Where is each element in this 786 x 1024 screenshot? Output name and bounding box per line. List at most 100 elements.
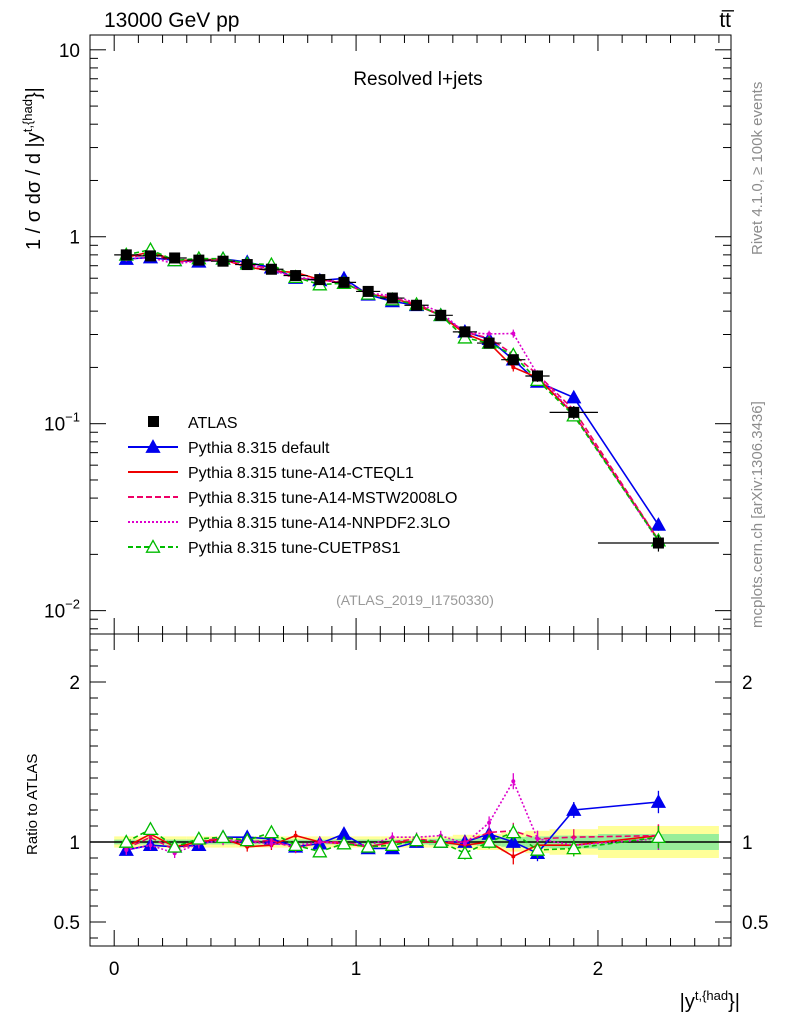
data-point xyxy=(338,276,350,288)
ratio-tick-label: 2 xyxy=(69,673,80,694)
data-point xyxy=(531,370,543,382)
x-axis-label-sup: t,{had xyxy=(695,988,728,1003)
data-point xyxy=(193,254,205,266)
ratio-series-marker xyxy=(312,843,328,858)
ratio-series-marker xyxy=(336,835,352,850)
y-axis-label-main: 1 / σ dσ / d |yt,{had}| xyxy=(20,87,45,250)
ratio-series-marker xyxy=(505,834,521,848)
ratio-series-marker xyxy=(239,832,255,847)
legend-label: Pythia 8.315 default xyxy=(188,440,330,457)
data-point xyxy=(120,249,132,261)
x-tick-label: 0 xyxy=(109,959,120,980)
ratio-series-marker xyxy=(360,838,376,853)
data-point xyxy=(265,263,277,275)
ratio-tick-label: 1 xyxy=(69,833,80,854)
y-tick-label: 10−1 xyxy=(44,410,80,436)
main-series-marker xyxy=(487,331,492,336)
data-point xyxy=(217,255,229,267)
ratio-tick-label-right: 1 xyxy=(742,833,753,854)
legend-marker xyxy=(145,439,161,453)
ratio-series-marker xyxy=(390,835,395,840)
ratio-series-marker xyxy=(481,834,497,848)
legend-marker xyxy=(145,539,161,553)
ratio-plot-area xyxy=(90,773,731,865)
ratio-series-marker xyxy=(384,837,400,852)
legend: ATLAS Pythia 8.315 default Pythia 8.315 tu… xyxy=(128,415,457,557)
y-tick-label-exp: −2 xyxy=(65,597,80,612)
y-tick-label-base: 10 xyxy=(59,41,80,62)
legend-label: Pythia 8.315 tune-A14-NNPDF2.3LO xyxy=(188,515,450,532)
main-series-marker xyxy=(511,365,516,370)
main-frame xyxy=(89,34,732,635)
x-axis-label: |yt,{had}| xyxy=(680,988,740,1013)
ratio-series-marker xyxy=(263,824,280,839)
ratio-series-marker xyxy=(215,829,231,844)
main-series-line xyxy=(126,252,660,541)
ratio-tick-label-right: 0.5 xyxy=(742,913,768,934)
ratio-panel: 0 1 2 0.5 0.5 1 1 2 2 Ratio to ATLAS |yt,{had}| xyxy=(24,618,768,1013)
data-point xyxy=(290,270,302,282)
ratio-series-marker xyxy=(505,824,521,839)
data-point xyxy=(483,337,495,349)
main-series-line xyxy=(126,248,660,542)
ratio-series-marker xyxy=(487,830,492,835)
ratio-tick-label-right: 2 xyxy=(742,673,753,694)
ratio-series-marker xyxy=(142,821,159,836)
y-tick-label-exp: −1 xyxy=(65,410,80,425)
legend-label: Pythia 8.315 tune-CUETP8S1 xyxy=(188,540,401,557)
main-series-marker xyxy=(511,331,516,336)
data-point xyxy=(241,259,253,271)
data-point xyxy=(568,406,580,418)
legend-entry: Pythia 8.315 default xyxy=(128,439,330,457)
data-point xyxy=(314,274,326,286)
ratio-series-marker xyxy=(191,830,207,845)
ratio-series-marker xyxy=(293,833,298,838)
ratio-series-marker xyxy=(650,829,667,844)
x-tick-label: 2 xyxy=(593,959,604,980)
data-point xyxy=(507,354,519,366)
ratio-series-marker xyxy=(148,835,153,840)
ratio-series-marker xyxy=(535,836,540,841)
legend-marker-data xyxy=(148,416,159,427)
ratio-series-marker xyxy=(269,841,274,846)
ratio-series-marker xyxy=(511,854,516,859)
ratio-axes: 0 1 2 0.5 0.5 1 1 2 2 xyxy=(54,618,768,980)
ratio-series-marker xyxy=(287,837,304,852)
legend-entry: Pythia 8.315 tune-A14-CTEQL1 xyxy=(128,465,414,482)
y-tick-label-base: 10 xyxy=(44,415,65,436)
ratio-tick-label: 0.5 xyxy=(54,913,80,934)
ratio-frame xyxy=(89,633,732,947)
ratio-series-marker xyxy=(118,834,134,848)
y-tick-label: 1 xyxy=(69,228,80,249)
y-axis-label-main-tail: }| xyxy=(23,87,45,99)
data-point xyxy=(386,292,398,304)
ratio-series-marker xyxy=(487,820,492,825)
y-axis-label-main-sup: t,{had xyxy=(20,99,35,132)
data-point xyxy=(144,250,156,262)
ratio-series-marker xyxy=(167,838,183,853)
y-tick-label: 10−2 xyxy=(44,597,80,623)
y-axis-label-ratio: Ratio to ATLAS xyxy=(24,754,41,855)
legend-label: ATLAS xyxy=(188,415,238,432)
ratio-series-marker xyxy=(148,843,153,848)
ratio-series-marker xyxy=(511,779,516,784)
y-tick-label-base: 1 xyxy=(69,228,80,249)
analysis-id-label: (ATLAS_2019_I1750330) xyxy=(336,592,494,608)
data-point xyxy=(362,285,374,297)
legend-entry: Pythia 8.315 tune-A14-MSTW2008LO xyxy=(128,490,457,507)
ratio-series-marker xyxy=(408,832,425,847)
main-series-marker xyxy=(650,517,667,531)
y-tick-label-base: 10 xyxy=(44,602,65,623)
y-tick-label: 10 xyxy=(59,41,80,62)
data-point xyxy=(169,252,181,264)
ratio-series-marker xyxy=(566,840,582,855)
main-plot-area xyxy=(114,241,719,552)
ratio-series-marker xyxy=(124,848,129,852)
legend-entry: Pythia 8.315 tune-A14-NNPDF2.3LO xyxy=(128,515,450,532)
chart-title: Resolved l+jets xyxy=(353,69,482,90)
data-point xyxy=(652,537,664,549)
ratio-series-marker xyxy=(529,842,546,856)
ratio-series-marker xyxy=(462,841,467,846)
